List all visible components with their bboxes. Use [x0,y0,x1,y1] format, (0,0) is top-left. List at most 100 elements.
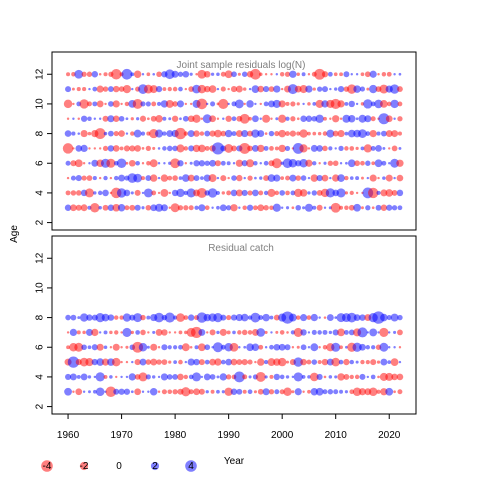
residual-bubble [257,144,265,153]
residual-bubble [285,175,290,181]
residual-bubble [224,387,233,396]
residual-bubble [263,86,270,93]
residual-bubble [94,128,106,139]
residual-bubble [145,374,151,380]
residual-bubble [397,101,403,107]
residual-bubble [107,86,114,92]
residual-bubble [226,315,232,321]
top-panel-title: Joint sample residuals log(N) [177,60,306,71]
residual-bubble [230,86,238,93]
residual-bubble [156,359,162,365]
residual-bubble [198,359,205,366]
residual-bubble [231,116,237,122]
residual-bubble [134,189,141,196]
residual-bubble [149,159,158,168]
residual-bubble [241,358,248,366]
residual-bubble [125,161,129,165]
residual-bubble [293,327,303,337]
residual-bubble [279,72,285,77]
residual-bubble [93,191,97,195]
y-tick-label: 2 [35,219,46,225]
residual-bubble [371,206,375,210]
residual-bubble [396,174,404,182]
residual-bubble [86,71,93,77]
legend-bubble [185,460,197,472]
residual-bubble [328,375,333,379]
residual-bubble [107,204,115,211]
residual-bubble [385,387,394,396]
residual-bubble [66,345,70,350]
residual-bubble [376,360,381,364]
residual-bubble [257,358,265,366]
residual-bubble [277,357,287,367]
residual-bubble [339,345,343,350]
residual-bubble [200,375,204,379]
residual-bubble [125,117,129,121]
residual-bubble [278,129,286,138]
residual-bubble [204,145,210,151]
residual-bubble [108,101,114,107]
legend-label: 2 [152,461,158,472]
residual-bubble [390,99,399,109]
residual-bubble [295,315,301,320]
residual-bubble [116,188,127,198]
residual-bubble [273,85,281,93]
residual-bubble [307,176,311,180]
residual-bubble [230,204,238,212]
residual-bubble [339,162,343,165]
residual-bubble [275,73,279,76]
residual-bubble [157,162,161,165]
residual-bubble [284,344,291,351]
residual-bubble [216,72,220,77]
residual-bubble [280,87,284,91]
legend-label: 0 [116,461,122,472]
residual-bubble [183,131,188,136]
residual-bubble [62,143,74,154]
residual-bubble [80,115,88,122]
residual-bubble [339,117,343,120]
legend-bubble [41,460,53,472]
residual-bubble [93,389,97,394]
residual-bubble [290,116,296,122]
residual-bubble [77,132,81,135]
residual-bubble [113,131,119,137]
residual-bubble [174,127,187,140]
residual-bubble [152,72,156,76]
residual-bubble [184,360,188,364]
residual-bubble [269,315,274,320]
residual-bubble [299,85,308,94]
residual-bubble [193,358,200,366]
residual-bubble [294,188,303,198]
residual-bubble [397,86,403,92]
residual-bubble [360,359,365,365]
residual-bubble [92,176,97,181]
residual-bubble [172,374,179,380]
residual-bubble [290,190,296,196]
residual-bubble [269,344,274,350]
residual-bubble [161,359,168,365]
residual-bubble [192,144,201,153]
residual-bubble [124,101,130,107]
residual-bubble [102,145,109,152]
residual-bubble [372,311,385,324]
residual-bubble [366,176,370,180]
residual-bubble [305,159,313,167]
residual-bubble [80,130,88,138]
residual-bubble [231,145,237,152]
residual-bubble [166,374,173,380]
residual-bubble [161,389,167,395]
residual-bubble [318,346,321,349]
residual-bubble [230,314,238,321]
residual-bubble [339,205,344,210]
residual-bubble [248,375,252,379]
residual-bubble [316,145,323,152]
residual-bubble [239,142,251,154]
residual-bubble [396,189,404,197]
residual-bubble [359,373,366,380]
residual-bubble [280,176,285,180]
residual-bubble [368,387,378,397]
residual-bubble [226,161,231,166]
residual-bubble [311,359,318,365]
residual-bubble [337,85,345,93]
residual-bubble [224,129,233,138]
